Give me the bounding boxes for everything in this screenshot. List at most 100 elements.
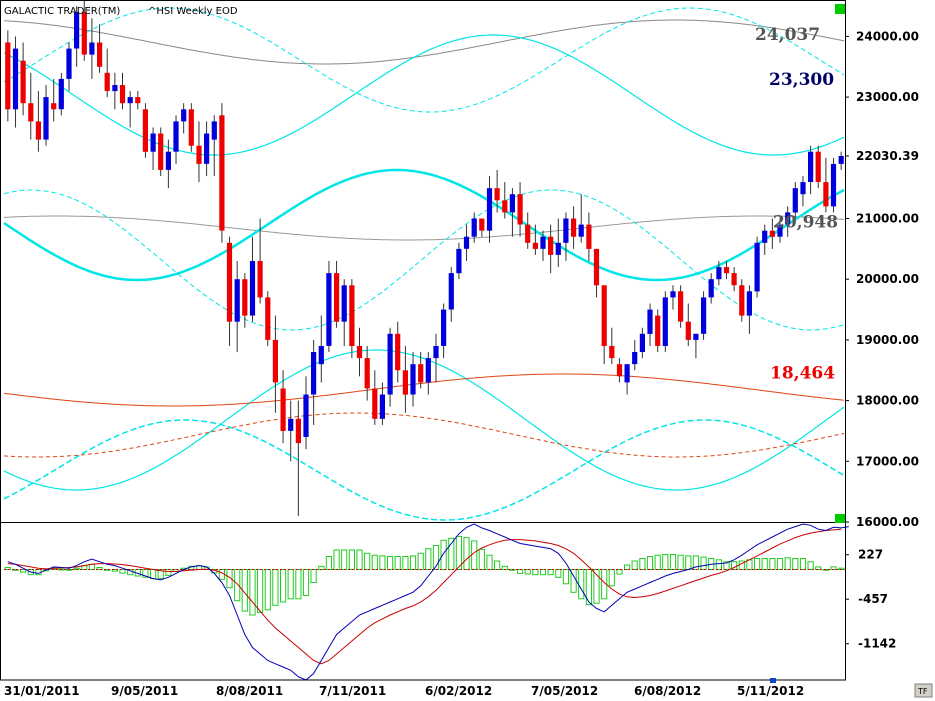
indicator-tick-label: -1142 — [858, 637, 896, 651]
histogram-bar — [754, 558, 761, 570]
candle — [35, 91, 41, 152]
candle — [142, 103, 148, 158]
histogram-bar — [776, 558, 784, 570]
histogram-bar — [517, 569, 524, 574]
candle-body — [555, 242, 561, 255]
histogram-bar — [325, 556, 332, 570]
candle — [486, 176, 493, 243]
candle — [341, 279, 347, 346]
candle-body — [364, 358, 370, 389]
histogram-bar — [532, 569, 539, 576]
candle-body — [127, 97, 133, 104]
candle-body — [410, 364, 416, 395]
candle — [364, 345, 370, 401]
candle-body — [609, 346, 615, 359]
candle — [379, 382, 385, 425]
price-tick-label: 17000.00 — [856, 454, 919, 468]
price-tick-label: 22030.39 — [856, 149, 919, 163]
gray-cycle-upper — [3, 19, 845, 65]
candle — [441, 303, 447, 359]
histogram-bar — [562, 569, 569, 585]
candle-body — [463, 236, 470, 249]
histogram-bar — [669, 554, 677, 570]
candle-body — [402, 370, 408, 395]
cyan-band-lower — [3, 349, 845, 491]
candle-body — [586, 224, 592, 249]
candle-body — [593, 248, 600, 286]
price-tick-label: 24000.00 — [856, 29, 919, 43]
app-title: GALACTIC TRADER(TM) — [4, 6, 120, 17]
candle-body — [58, 78, 64, 110]
histogram-bar — [723, 561, 730, 571]
candle-body — [655, 315, 661, 346]
histogram-bar — [455, 535, 462, 571]
histogram-bar — [287, 569, 294, 600]
candle — [548, 224, 554, 274]
cyan-dashed-lower — [3, 419, 845, 521]
candle — [639, 327, 645, 359]
candle-body — [701, 297, 707, 334]
symbol-title: ^HSI Weekly EOD — [148, 6, 238, 17]
histogram-bar — [341, 549, 348, 570]
scroll-marker[interactable] — [770, 678, 776, 683]
bottom-green-marker[interactable] — [835, 514, 845, 523]
histogram-bar — [616, 569, 623, 575]
candle — [601, 285, 607, 365]
candle-body — [387, 333, 393, 395]
candle — [257, 218, 263, 304]
candle-body — [448, 273, 454, 310]
candle-body — [792, 188, 798, 213]
candle-body — [494, 188, 500, 201]
candle-body — [716, 267, 722, 280]
candle-body — [249, 261, 256, 316]
candle-body — [43, 97, 49, 140]
date-tick-label: 5/11/2012 — [737, 684, 804, 698]
candle — [150, 127, 156, 170]
candle-body — [785, 212, 791, 225]
candle-body — [234, 279, 240, 322]
candle — [372, 370, 378, 425]
candle-body — [762, 230, 768, 243]
candle — [463, 224, 470, 261]
histogram-bar — [700, 556, 707, 570]
histogram-bar — [478, 548, 485, 571]
candle — [387, 327, 393, 407]
orange-cycle-dashed — [3, 412, 845, 458]
candle-body — [349, 285, 355, 346]
candle — [295, 400, 301, 516]
candle — [12, 36, 19, 128]
candle-body — [341, 285, 347, 322]
candle — [655, 309, 661, 353]
histogram-bar — [547, 569, 554, 576]
histogram-bar — [295, 569, 302, 600]
candle-body — [723, 267, 730, 274]
candle — [66, 42, 72, 92]
candle-body — [693, 333, 699, 340]
tf-button[interactable]: TF — [914, 683, 933, 698]
candle — [349, 279, 355, 359]
histogram-bar — [715, 559, 722, 571]
candle — [815, 145, 821, 189]
candle — [173, 115, 179, 164]
candle — [571, 206, 577, 249]
histogram-bar — [234, 569, 241, 602]
histogram-bar — [387, 556, 394, 570]
candle-body — [135, 97, 141, 104]
histogram-bar — [280, 569, 287, 603]
candle — [647, 303, 653, 346]
top-green-marker[interactable] — [835, 4, 845, 14]
candle-body — [219, 115, 225, 231]
price-tick-label: 20000.00 — [856, 272, 919, 286]
histogram-bar — [111, 569, 119, 572]
candle-body — [356, 346, 363, 359]
candle-body — [142, 109, 148, 152]
candle — [288, 400, 294, 462]
candle-body — [708, 279, 714, 298]
indicator-area — [4, 523, 849, 681]
candle — [5, 30, 11, 122]
candle — [540, 230, 546, 261]
annotation-label: 20,948 — [773, 213, 838, 233]
candle-body — [601, 285, 607, 346]
cyan-main-cycle — [3, 168, 845, 282]
candle — [196, 121, 202, 183]
